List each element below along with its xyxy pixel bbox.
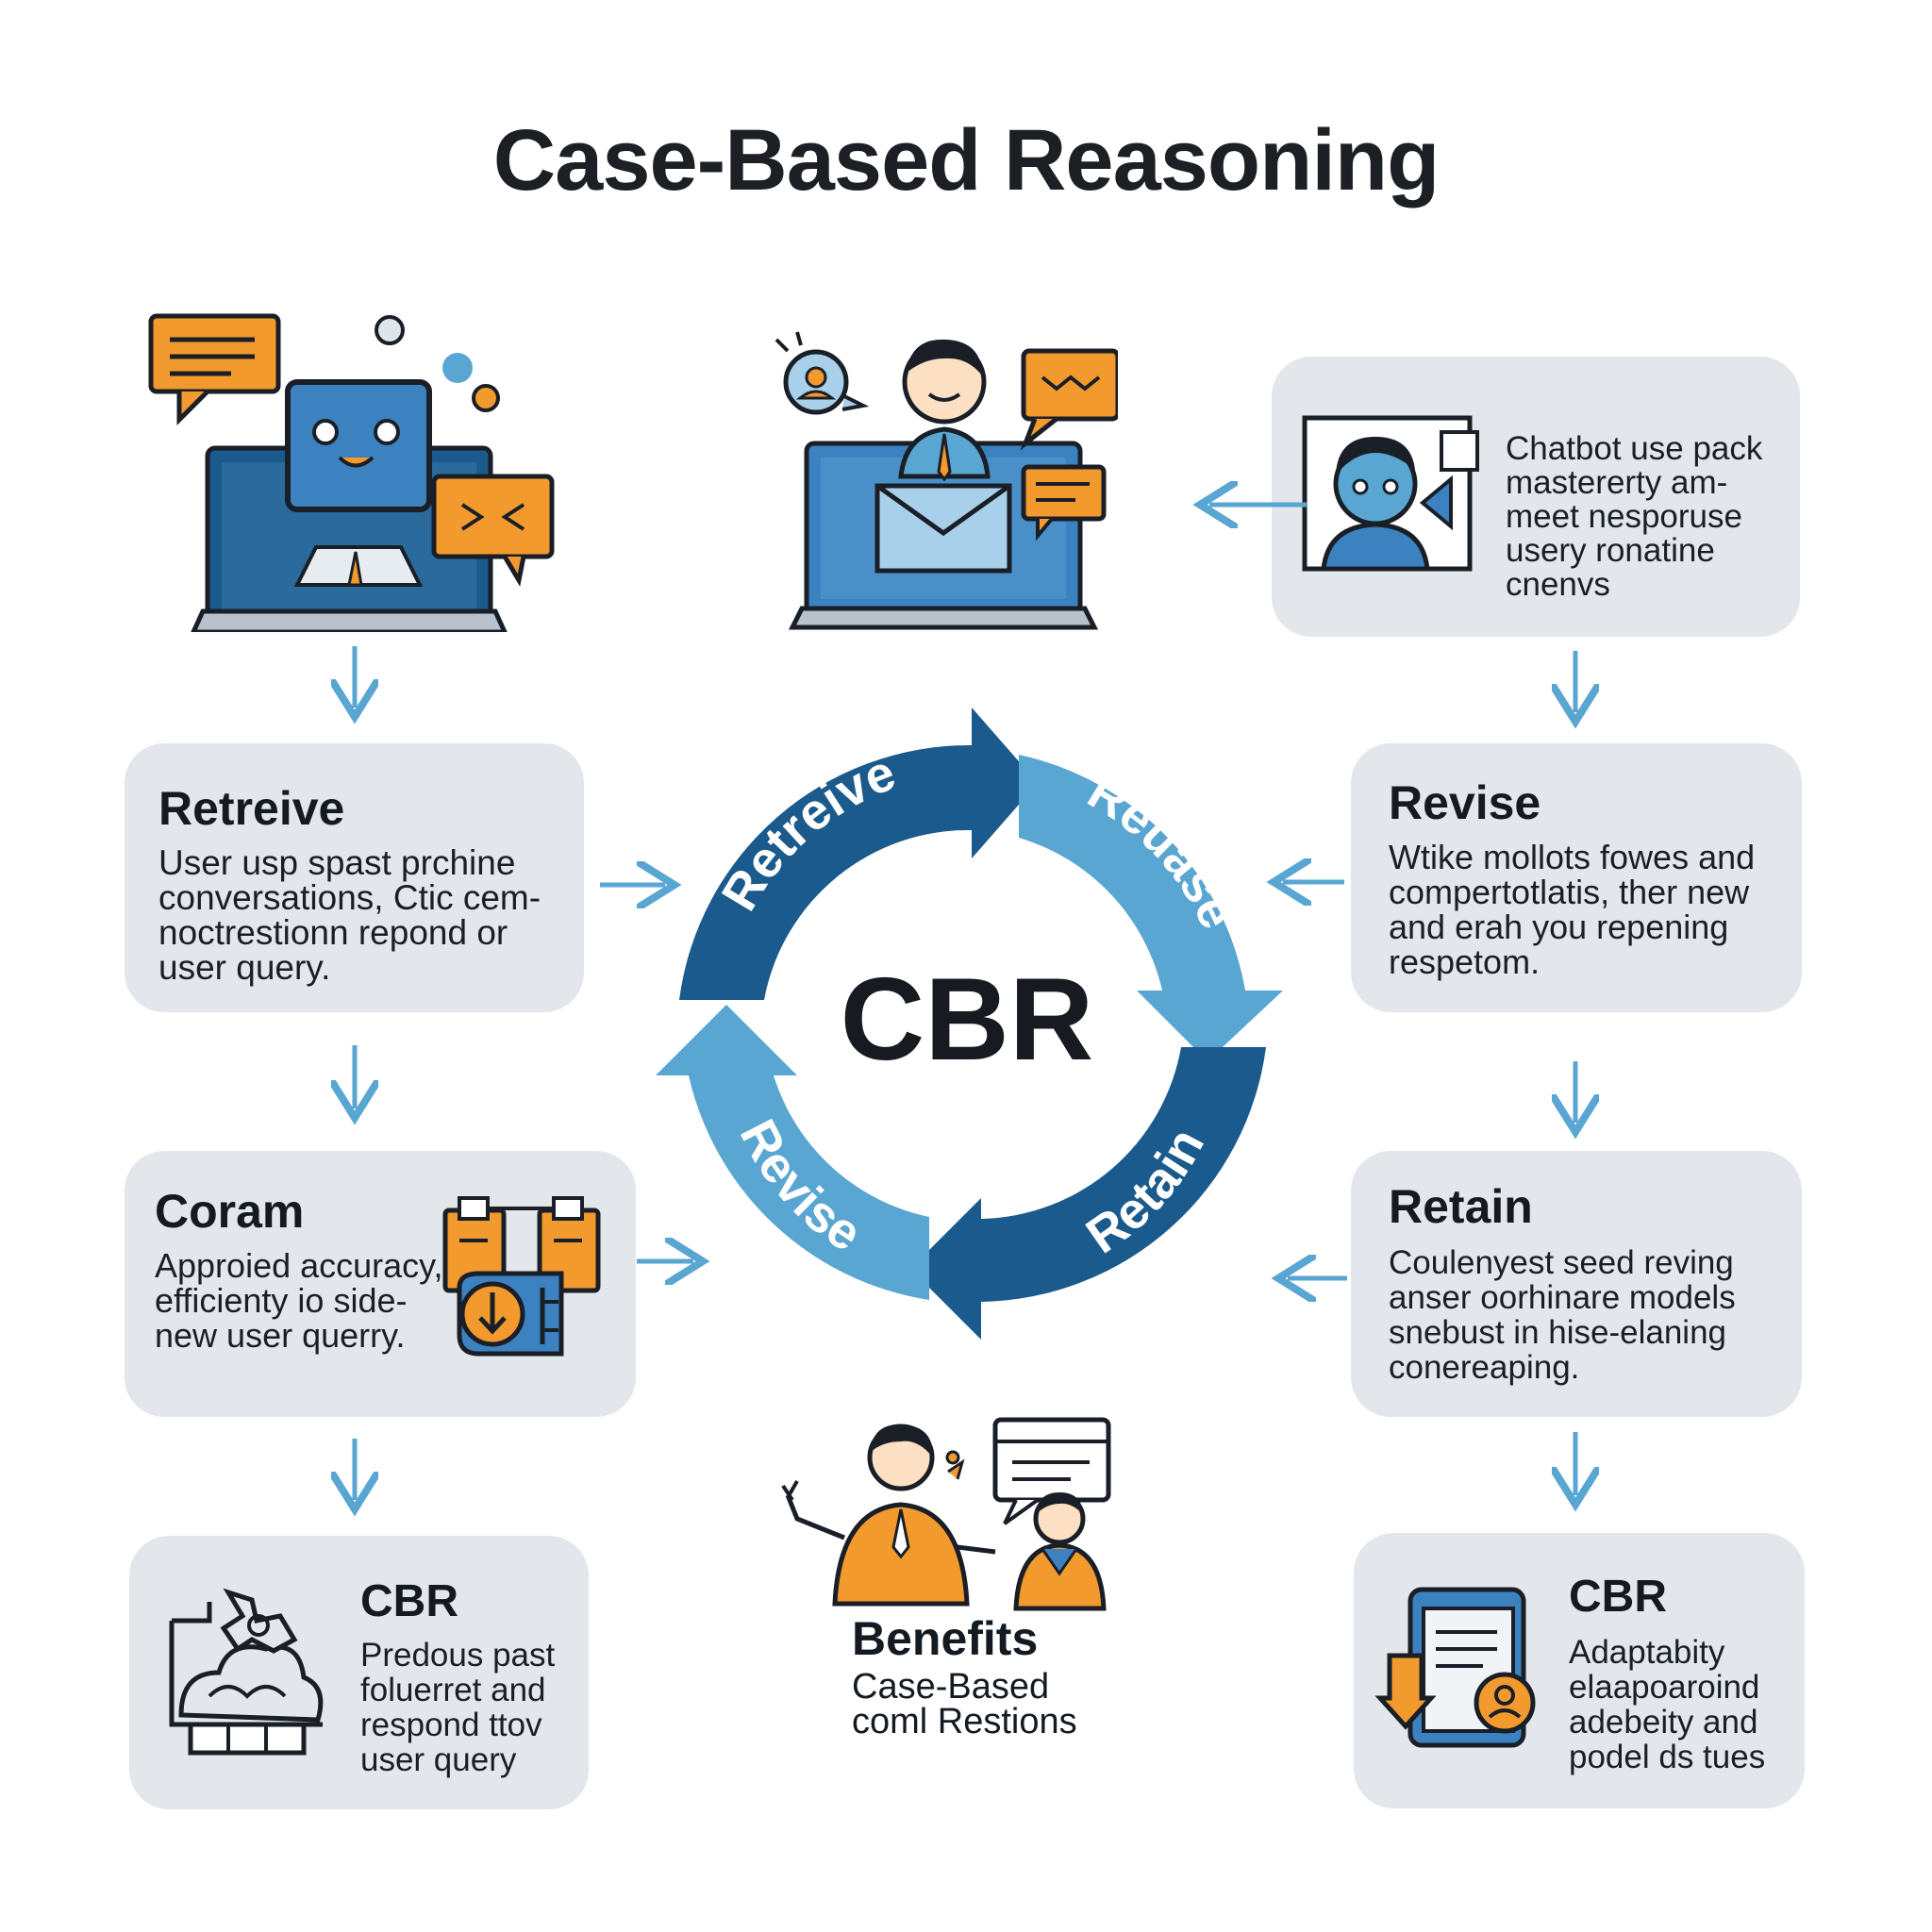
cycle-segment-retain: [910, 1047, 1266, 1340]
card-line: compertotlatis, ther new: [1389, 873, 1750, 911]
benefits-body: Case-Based coml Restions: [852, 1667, 1077, 1741]
card-line: snebust in hise-elaning: [1389, 1314, 1727, 1351]
benefits-heading: Benefits: [852, 1612, 1039, 1665]
card-line: elaapoaroind: [1569, 1669, 1760, 1706]
tablet-download-icon: [1374, 1587, 1536, 1748]
cbr-right-card: CBR Adaptabity elaapoaroind adebeity and…: [1354, 1533, 1805, 1808]
page-title: Case-Based Reasoning: [492, 112, 1441, 208]
card-line: User usp spast prchine: [158, 843, 516, 882]
retrieve-card: Retreive User usp spast prchine conversa…: [125, 743, 584, 1012]
chatbot-profile-icon: [1302, 415, 1479, 572]
documents-download-icon: [442, 1196, 601, 1357]
benefits-line: Case-Based: [852, 1667, 1050, 1707]
card-line: conversations, Ctic cem-: [158, 878, 541, 917]
card-line: new user querry.: [155, 1316, 406, 1355]
card-line: meet nesporuse: [1506, 498, 1742, 535]
card-line: efficienty io side-: [155, 1281, 408, 1320]
cycle-segment-revise: [656, 1005, 929, 1300]
card-line: mastererty am-: [1506, 464, 1728, 501]
retrieve-card-heading: Retreive: [158, 782, 345, 835]
cbr-left-card-heading: CBR: [360, 1576, 458, 1626]
cbr-left-card: CBR Predous past foluerret and respond t…: [129, 1536, 589, 1809]
card-line: Chatbot use pack: [1506, 430, 1763, 467]
card-line: usery ronatine: [1506, 532, 1715, 569]
cycle-segment-retrieve: [679, 708, 1038, 1000]
revise-card: Revise Wtike mollots fowes and compertot…: [1351, 743, 1802, 1012]
retain-card: Retain Coulenyest seed reving anser oorh…: [1351, 1151, 1802, 1417]
card-line: anser oorhinare models: [1389, 1279, 1736, 1316]
card-line: user query: [360, 1741, 517, 1778]
card-line: respond ttov: [360, 1707, 542, 1743]
card-line: respetom.: [1389, 942, 1541, 981]
card-line: and erah you repening: [1389, 908, 1729, 946]
card-line: foluerret and: [360, 1672, 546, 1708]
cycle-segment-reuse: [1019, 755, 1283, 1061]
coram-card-heading: Coram: [155, 1185, 305, 1238]
card-line: Adaptabity: [1569, 1634, 1725, 1671]
cbr-right-card-heading: CBR: [1569, 1572, 1667, 1622]
card-line: cnenvs: [1506, 566, 1610, 603]
retain-card-heading: Retain: [1389, 1180, 1533, 1233]
cycle-center-label: CBR: [840, 955, 1094, 1085]
card-line: Coulenyest seed reving: [1389, 1244, 1734, 1281]
card-line: user query.: [158, 948, 331, 987]
chatbot-info-card: Chatbot use pack mastererty am- meet nes…: [1272, 357, 1800, 637]
coram-card: Coram Approied accuracy, efficienty io s…: [125, 1151, 636, 1417]
support-agent-laptop-icon: [774, 331, 1118, 630]
chatbot-laptop-icon: [148, 313, 555, 632]
card-line: Wtike mollots fowes and: [1389, 838, 1756, 876]
benefits-line: coml Restions: [852, 1702, 1077, 1741]
brain-network-icon: [169, 1588, 324, 1756]
revise-card-heading: Revise: [1389, 776, 1541, 829]
card-line: noctrestionn repond or: [158, 913, 508, 952]
card-line: podel ds tues: [1569, 1739, 1766, 1775]
card-line: Predous past: [360, 1637, 556, 1674]
people-conversation-icon: [781, 1417, 1111, 1611]
card-line: conereaping.: [1389, 1349, 1580, 1386]
card-line: adebeity and: [1569, 1704, 1758, 1740]
card-line: Approied accuracy,: [155, 1246, 443, 1285]
